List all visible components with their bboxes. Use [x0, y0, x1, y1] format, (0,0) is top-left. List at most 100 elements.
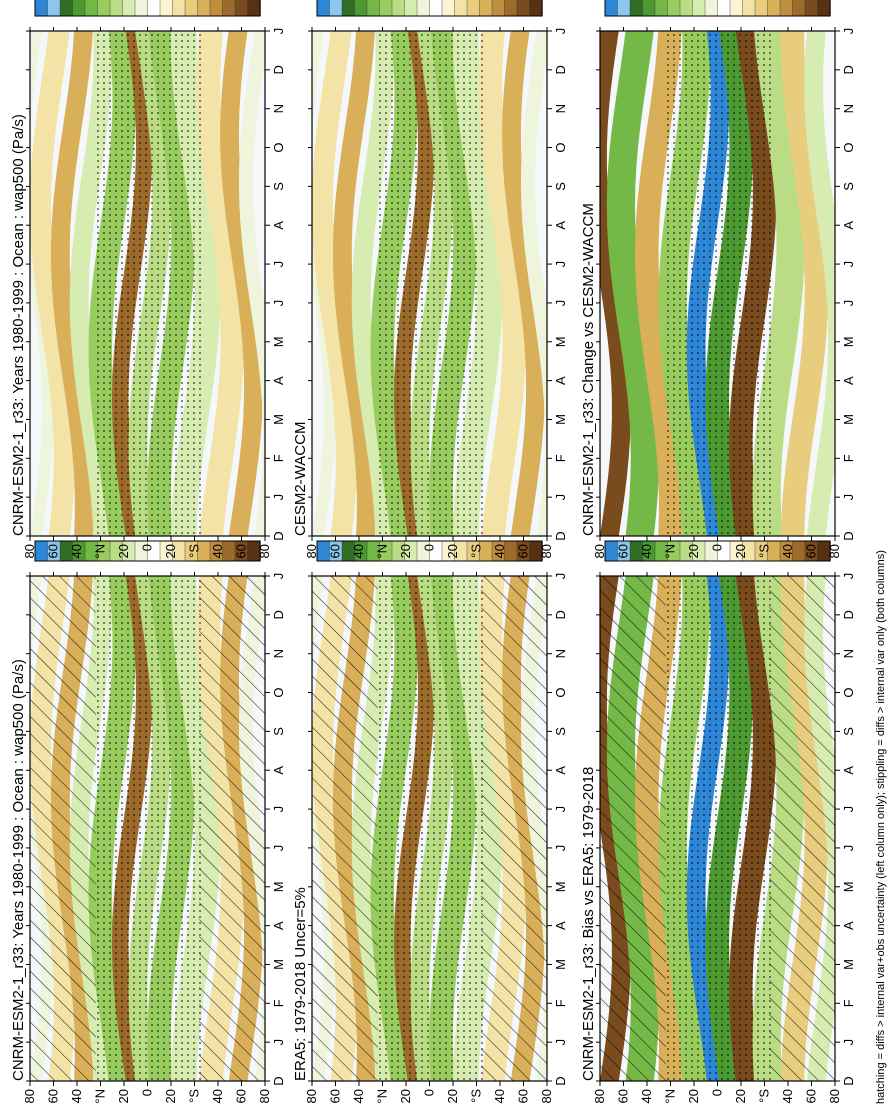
colorbar-swatch — [109, 0, 124, 17]
colorbar-swatch — [391, 0, 406, 17]
y-tick-label: 40 — [639, 544, 654, 558]
x-tick-label: D — [271, 531, 286, 540]
x-tick-label: D — [553, 65, 568, 74]
y-tick-label: 20 — [686, 544, 701, 558]
colorbar-swatch — [134, 0, 149, 17]
colorbar-swatch — [329, 0, 343, 17]
colorbar-swatch — [654, 0, 669, 17]
x-tick-label: A — [841, 921, 856, 930]
y-tick-label: 0 — [710, 1089, 725, 1096]
field-band — [804, 31, 835, 536]
y-tick-label: °S — [187, 1089, 202, 1103]
x-tick-label: O — [841, 687, 856, 697]
x-tick-label: D — [841, 531, 856, 540]
y-tick-label: 60 — [46, 544, 61, 558]
colorbar-swatch — [47, 0, 61, 17]
colorbar-swatch — [466, 0, 481, 17]
hatching-south — [769, 576, 835, 1081]
y-tick-label: 20 — [163, 544, 178, 558]
colorbar-swatch — [629, 0, 644, 17]
x-tick-label: A — [553, 921, 568, 930]
x-tick-label: N — [553, 649, 568, 658]
y-tick-label: 80 — [827, 1089, 842, 1103]
colorbar-swatch — [454, 0, 468, 17]
colorbar-swatch — [84, 0, 99, 17]
figure-caption: hatching = diffs > internal var+obs unce… — [875, 550, 887, 1104]
field-band — [478, 31, 527, 536]
x-tick-label: M — [841, 336, 856, 347]
x-tick-label: A — [553, 221, 568, 230]
chart-panel-1: CNRM-ESM2-1_r33: Years 1980-1999 : Ocean… — [10, 506, 286, 1103]
y-tick-label: 20 — [445, 544, 460, 558]
x-tick-label: S — [553, 727, 568, 736]
x-tick-label: J — [271, 845, 286, 852]
colorbar-swatch — [247, 0, 261, 17]
colorbar-swatch — [429, 0, 443, 17]
colorbar-swatch — [222, 0, 236, 17]
x-tick-label: O — [841, 142, 856, 152]
colorbar-swatch — [416, 0, 431, 17]
y-tick-label: °S — [187, 544, 202, 558]
colorbar-swatch — [642, 0, 656, 17]
x-tick-label: F — [271, 454, 286, 462]
x-tick-label: N — [271, 649, 286, 658]
colorbar-swatch — [209, 0, 224, 17]
x-tick-label: F — [553, 999, 568, 1007]
y-tick-label: 80 — [304, 1089, 319, 1103]
y-tick-label: °N — [663, 544, 678, 559]
colorbar-swatch — [779, 0, 794, 17]
x-tick-label: J — [271, 494, 286, 501]
x-tick-label: M — [271, 881, 286, 892]
x-tick-label: M — [553, 881, 568, 892]
y-tick-label: 80 — [304, 544, 319, 558]
y-tick-label: 80 — [22, 1089, 37, 1103]
x-tick-label: O — [271, 142, 286, 152]
colorbar-swatch — [516, 0, 531, 17]
x-tick-label: S — [841, 182, 856, 191]
chart-panel-4: CNRM-ESM2-1_r33: Years 1980-1999 : Ocean… — [10, 0, 286, 559]
colorbar-swatch — [679, 0, 694, 17]
x-tick-label: D — [553, 1076, 568, 1085]
x-tick-label: S — [553, 182, 568, 191]
x-tick-label: J — [841, 806, 856, 813]
x-tick-label: M — [271, 414, 286, 425]
x-tick-label: A — [271, 766, 286, 775]
y-tick-label: °S — [469, 544, 484, 558]
y-tick-label: 60 — [804, 544, 819, 558]
x-tick-label: N — [553, 104, 568, 113]
colorbar-swatch — [704, 0, 719, 17]
x-tick-label: F — [841, 999, 856, 1007]
colorbar-swatch — [316, 0, 331, 17]
field-band — [196, 31, 245, 536]
colorbar-swatch — [817, 0, 831, 17]
colorbar-swatch — [404, 0, 418, 17]
colorbar-swatch — [729, 0, 744, 17]
y-tick-label: 80 — [592, 1089, 607, 1103]
colorbar: 0.050.040.030.020.010-0.01-0.02-0.03-0.0… — [34, 0, 261, 17]
chart-title: CNRM-ESM2-1_r33: Years 1980-1999 : Ocean… — [10, 659, 27, 1081]
x-tick-label: M — [271, 336, 286, 347]
colorbar-swatch — [379, 0, 393, 17]
y-tick-label: 60 — [328, 544, 343, 558]
x-tick-label: M — [271, 959, 286, 970]
x-tick-label: D — [841, 65, 856, 74]
chart-panel-5: CESM2-WACCM D J F M A M J J A S O N D J 80 60 40 °N 20 0 20 °S… — [292, 0, 568, 559]
colorbar-swatch — [159, 0, 174, 17]
y-tick-label: 80 — [592, 544, 607, 558]
stippling — [377, 31, 484, 536]
y-tick-label: 80 — [22, 544, 37, 558]
y-tick-label: °N — [663, 1089, 678, 1104]
colorbar-swatch — [479, 0, 493, 17]
colorbar-swatch — [491, 0, 506, 17]
x-tick-label: J — [841, 300, 856, 307]
y-tick-label: 80 — [827, 544, 842, 558]
colorbar-swatch — [717, 0, 731, 17]
colorbar-swatch — [792, 0, 806, 17]
y-tick-label: 40 — [210, 544, 225, 558]
y-tick-label: 60 — [616, 544, 631, 558]
y-tick-label: 80 — [539, 544, 554, 558]
y-tick-label: 0 — [422, 1089, 437, 1096]
colorbar-swatch — [34, 0, 49, 17]
x-tick-label: A — [841, 376, 856, 385]
